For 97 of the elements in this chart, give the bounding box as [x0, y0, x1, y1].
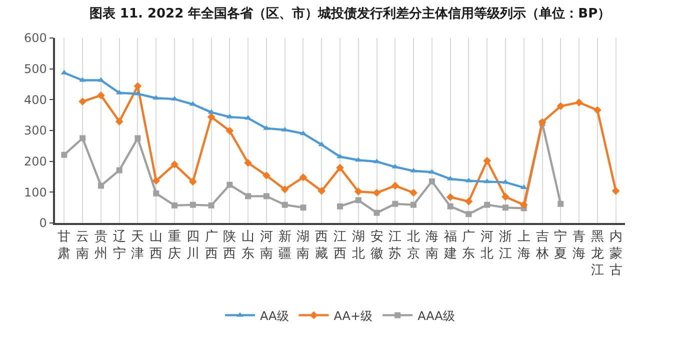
point: [115, 118, 124, 126]
point: [208, 202, 214, 208]
x-tick-label: 甘肃: [58, 229, 71, 262]
point: [98, 182, 104, 189]
y-tick-label: 600: [24, 31, 47, 46]
point: [97, 91, 105, 100]
x-tick-label: 重庆: [168, 229, 182, 262]
point: [336, 154, 344, 158]
x-tick-label: 河南: [260, 229, 273, 262]
point: [484, 202, 490, 208]
x-tick-label: 四川: [186, 229, 200, 262]
point: [575, 98, 583, 106]
x-tick-label: 河北: [480, 229, 494, 262]
point: [337, 203, 343, 210]
x-tick-label: 内蒙古: [609, 229, 622, 278]
point: [171, 96, 178, 101]
point: [410, 202, 417, 208]
point: [612, 187, 620, 195]
point: [226, 126, 234, 135]
point: [558, 200, 564, 207]
point: [61, 152, 68, 158]
y-tick-label: 400: [24, 92, 47, 107]
point: [262, 172, 270, 180]
x-tick-label: 山东: [242, 229, 255, 262]
point: [300, 204, 306, 211]
point: [116, 167, 122, 174]
x-tick-label: 海南: [425, 229, 438, 262]
y-tick-label: 200: [24, 154, 47, 169]
x-tick-label: 青海: [572, 229, 586, 262]
x-tick-label: 辽宁: [112, 229, 126, 262]
point: [410, 188, 418, 197]
point: [280, 185, 289, 194]
x-tick-label: 新疆: [278, 229, 292, 262]
x-tick-label: 西藏: [315, 229, 328, 262]
x-tick-label: 湖北: [352, 229, 365, 262]
x-tick-label: 江西: [334, 229, 346, 262]
y-tick-label: 0: [39, 216, 47, 230]
point: [466, 211, 472, 218]
point: [446, 193, 454, 201]
point: [244, 158, 252, 167]
x-tick-label: 陕西: [223, 229, 236, 262]
point: [354, 188, 362, 196]
x-tick-label: 湖南: [296, 229, 310, 262]
point: [134, 82, 142, 90]
legend-label: AAA级: [418, 308, 455, 323]
point: [464, 198, 473, 206]
x-tick-label: 江苏: [388, 229, 402, 262]
x-tick-label: 宁夏: [554, 228, 568, 262]
point: [520, 200, 528, 209]
point: [483, 156, 491, 165]
x-tick-label: 上海: [517, 229, 530, 262]
x-tick-label: 浙江: [498, 229, 512, 262]
x-tick-label: 安徽: [370, 228, 384, 262]
x-tick-label: 吉林: [534, 229, 549, 262]
point: [355, 197, 362, 204]
point: [594, 106, 602, 114]
x-tick-label: 广东: [462, 229, 476, 262]
point: [391, 182, 400, 190]
point: [170, 160, 178, 168]
legend-label: AA+级: [334, 308, 373, 323]
point: [336, 164, 344, 172]
x-tick-label: 贵州: [94, 229, 108, 262]
point: [80, 135, 86, 142]
x-tick-label: 云南: [76, 229, 90, 262]
point: [152, 176, 160, 185]
point: [502, 192, 510, 201]
x-tick-label: 天津: [131, 229, 144, 262]
point: [134, 135, 141, 142]
point: [556, 102, 565, 110]
point: [282, 202, 288, 208]
point: [428, 178, 435, 184]
x-tick-label: 山西: [150, 229, 163, 262]
point: [245, 193, 252, 200]
point: [447, 203, 454, 210]
point: [190, 202, 196, 208]
point: [372, 188, 381, 197]
point: [226, 182, 233, 188]
legend-label: AA级: [260, 308, 289, 323]
point: [263, 193, 270, 200]
y-tick-label: 300: [24, 124, 47, 138]
x-tick-label: 北京: [407, 229, 420, 262]
point: [392, 200, 398, 207]
chart-title: 图表 11. 2022 年全国各省（区、市）城投债发行利差分主体信用等级列示（单位：BP）: [89, 6, 611, 22]
point: [189, 178, 197, 186]
point: [78, 98, 86, 106]
point: [299, 173, 308, 182]
point: [207, 113, 216, 121]
point: [153, 190, 160, 196]
point: [318, 187, 326, 195]
point: [374, 210, 380, 216]
x-tick-label: 黑龙江: [590, 229, 604, 278]
y-tick-label: 100: [24, 185, 47, 200]
x-tick-label: 广西: [204, 229, 218, 262]
y-tick-label: 500: [24, 62, 47, 76]
x-tick-label: 福建: [442, 229, 457, 262]
point: [172, 202, 178, 208]
point: [502, 204, 508, 211]
